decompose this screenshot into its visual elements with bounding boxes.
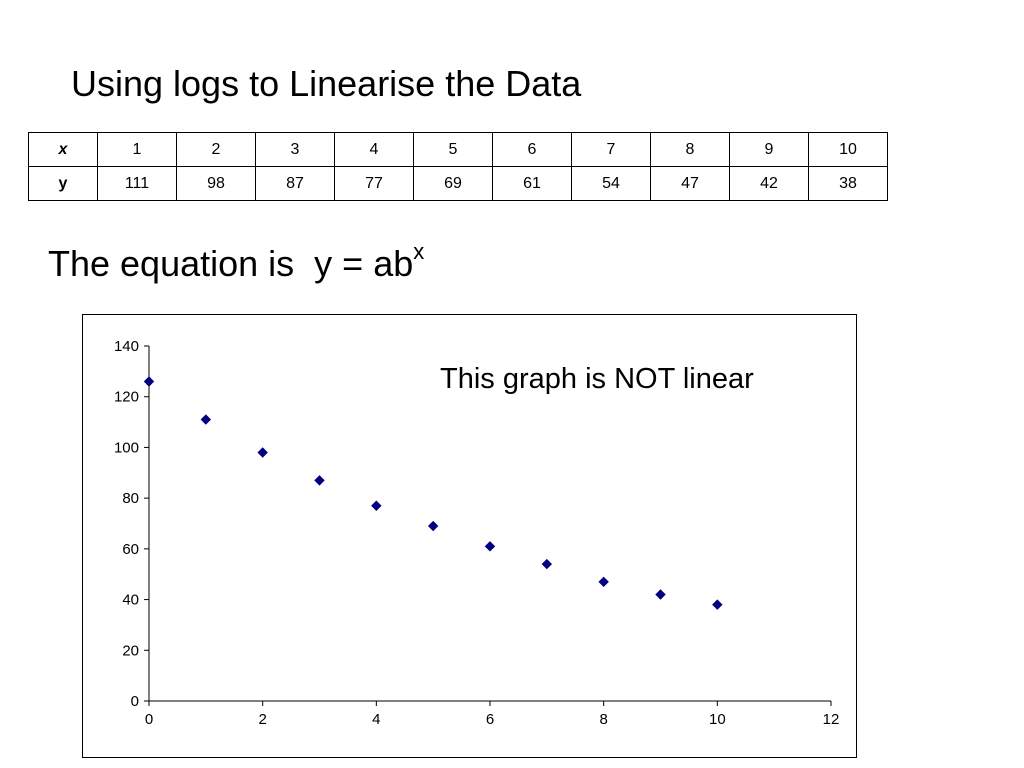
slide-title: Using logs to Linearise the Data <box>71 63 582 104</box>
x-tick-label: 4 <box>372 711 380 728</box>
x-cell: 7 <box>571 132 651 167</box>
data-point <box>712 599 723 610</box>
x-cell: 5 <box>413 132 493 167</box>
data-point <box>598 576 609 588</box>
x-cell: 6 <box>492 132 572 167</box>
data-table: x 1 2 3 4 5 6 7 8 9 10 y 111 98 87 77 69… <box>28 132 888 201</box>
data-point <box>541 558 553 570</box>
data-point <box>655 589 666 600</box>
y-cell: 42 <box>729 166 809 201</box>
y-tick-label: 60 <box>122 541 139 558</box>
y-tick-label: 140 <box>114 338 139 355</box>
data-point <box>257 447 268 458</box>
data-point <box>427 520 439 532</box>
x-tick-label: 6 <box>486 711 494 728</box>
data-point <box>314 475 325 486</box>
table-row-x: x 1 2 3 4 5 6 7 8 9 10 <box>28 132 888 167</box>
x-cell: 9 <box>729 132 809 167</box>
y-header-cell: y <box>28 166 98 201</box>
y-tick-label: 80 <box>122 490 139 507</box>
x-tick-label: 8 <box>599 711 607 728</box>
x-cell: 8 <box>650 132 730 167</box>
y-tick-label: 120 <box>114 389 139 406</box>
x-header-cell: x <box>28 132 98 167</box>
x-cell: 10 <box>808 132 888 167</box>
x-tick-label: 10 <box>709 711 726 728</box>
data-point <box>371 500 382 511</box>
y-cell: 47 <box>650 166 730 201</box>
chart-annotation: This graph is NOT linear <box>440 363 754 395</box>
scatter-chart: 0 20 40 60 80 100 120 140 0 2 4 6 8 10 12 This graph i… <box>82 314 857 758</box>
y-cell: 69 <box>413 166 493 201</box>
equation-exponent: x <box>413 239 425 264</box>
y-cell: 111 <box>97 166 177 201</box>
y-tick-label: 0 <box>131 693 139 710</box>
y-tick-label: 20 <box>122 642 139 659</box>
table-row-y: y 111 98 87 77 69 61 54 47 42 38 <box>28 166 888 201</box>
y-cell: 38 <box>808 166 888 201</box>
x-tick-label: 12 <box>823 711 840 728</box>
y-cell: 77 <box>334 166 414 201</box>
x-cell: 4 <box>334 132 414 167</box>
y-cell: 61 <box>492 166 572 201</box>
x-tick-label: 0 <box>145 711 153 728</box>
equation-text: The equation is y = abx <box>48 234 424 286</box>
x-cell: 1 <box>97 132 177 167</box>
data-point <box>200 414 212 425</box>
y-tick-label: 100 <box>114 439 139 456</box>
chart-canvas: 0 20 40 60 80 100 120 140 0 2 4 6 8 10 12 <box>114 338 840 728</box>
y-cell: 54 <box>571 166 651 201</box>
equation-main: The equation is y = ab <box>48 243 414 284</box>
y-cell: 87 <box>255 166 335 201</box>
y-cell: 98 <box>176 166 256 201</box>
data-point <box>143 376 155 387</box>
x-cell: 3 <box>255 132 335 167</box>
data-point <box>484 541 496 552</box>
x-tick-label: 2 <box>258 711 266 728</box>
x-cell: 2 <box>176 132 256 167</box>
y-tick-label: 40 <box>122 592 139 609</box>
